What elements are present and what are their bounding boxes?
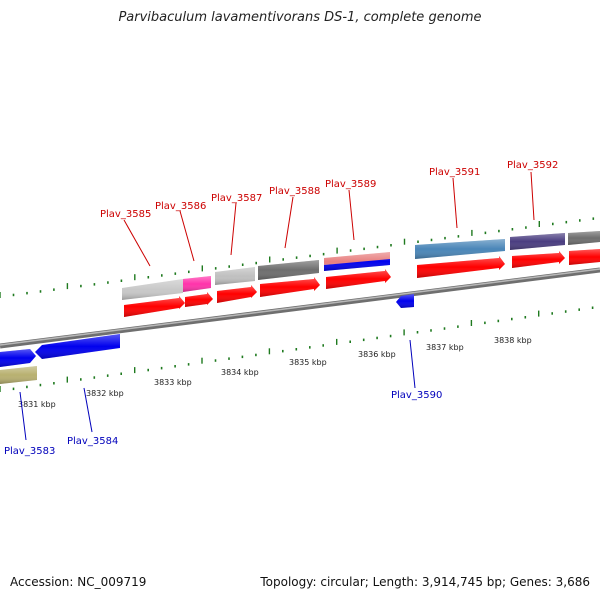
gene-label-plav-3585[interactable]: Plav_3585 [100, 209, 151, 220]
kbp-label: 3835 kbp [289, 358, 327, 367]
gene-label-plav-3588[interactable]: Plav_3588 [269, 186, 320, 197]
upper-gene-labels: Plav_3585 Plav_3586 Plav_3587 Plav_3588 … [100, 160, 558, 220]
gene-bar-plav-3587[interactable] [215, 267, 255, 285]
cds-arrow[interactable] [326, 269, 391, 289]
kbp-label: 3836 kbp [358, 350, 396, 359]
kbp-label: 3831 kbp [18, 400, 56, 409]
gene-bar-plav-3588[interactable] [258, 260, 319, 280]
kbp-label: 3833 kbp [154, 378, 192, 387]
gene-bar-plav-3589[interactable] [324, 252, 390, 271]
kbp-label: 3838 kbp [494, 336, 532, 345]
cds-arrow[interactable] [185, 292, 213, 307]
cds-arrows-forward [124, 249, 600, 317]
cds-arrow[interactable] [260, 277, 320, 297]
gene-bar-plav-3586[interactable] [183, 276, 211, 292]
gene-label-plav-3583[interactable]: Plav_3583 [4, 446, 55, 457]
gene-label-plav-3591[interactable]: Plav_3591 [429, 167, 480, 178]
upper-tick-row [0, 217, 595, 298]
gene-label-plav-3586[interactable]: Plav_3586 [155, 201, 206, 212]
gene-bar-plav-3592[interactable] [510, 233, 565, 250]
genome-backbone [0, 267, 600, 349]
kbp-label: 3834 kbp [221, 368, 259, 377]
gene-bar-plav-3591[interactable] [415, 239, 505, 259]
cds-arrow[interactable] [217, 285, 257, 303]
lower-tick-row [0, 306, 594, 392]
gene-label-plav-3589[interactable]: Plav_3589 [325, 179, 376, 190]
gene-bar-plav-3583[interactable] [0, 349, 36, 367]
gene-label-plav-3584[interactable]: Plav_3584 [67, 436, 118, 447]
label-leader-lines [19, 171, 535, 441]
cds-arrow[interactable] [417, 256, 505, 278]
kbp-label: 3832 kbp [86, 389, 124, 398]
kbp-label: 3837 kbp [426, 343, 464, 352]
gene-label-plav-3592[interactable]: Plav_3592 [507, 160, 558, 171]
gene-bar-plav-3584[interactable] [35, 334, 120, 359]
gene-label-plav-3590[interactable]: Plav_3590 [391, 390, 442, 401]
accession-text: Accession: NC_009719 [10, 575, 147, 589]
lower-gene-bars [0, 294, 414, 384]
gene-bar-olive[interactable] [0, 366, 37, 384]
cds-arrow[interactable] [512, 251, 565, 268]
gene-bar-plav-3585[interactable] [122, 279, 183, 300]
gene-bar-next[interactable] [568, 231, 600, 245]
page-title: Parvibaculum lavamentivorans DS-1, compl… [118, 10, 482, 25]
gene-bar-plav-3590[interactable] [396, 294, 414, 308]
gene-label-plav-3587[interactable]: Plav_3587 [211, 193, 262, 204]
cds-arrow[interactable] [124, 296, 185, 317]
upper-gene-bars [122, 231, 600, 300]
lower-gene-labels: Plav_3583 Plav_3584 Plav_3590 [4, 390, 442, 457]
genome-stats-text: Topology: circular; Length: 3,914,745 bp… [260, 575, 590, 589]
kbp-labels: 3831 kbp 3832 kbp 3833 kbp 3834 kbp 3835… [18, 336, 532, 409]
cds-arrow[interactable] [569, 249, 600, 265]
